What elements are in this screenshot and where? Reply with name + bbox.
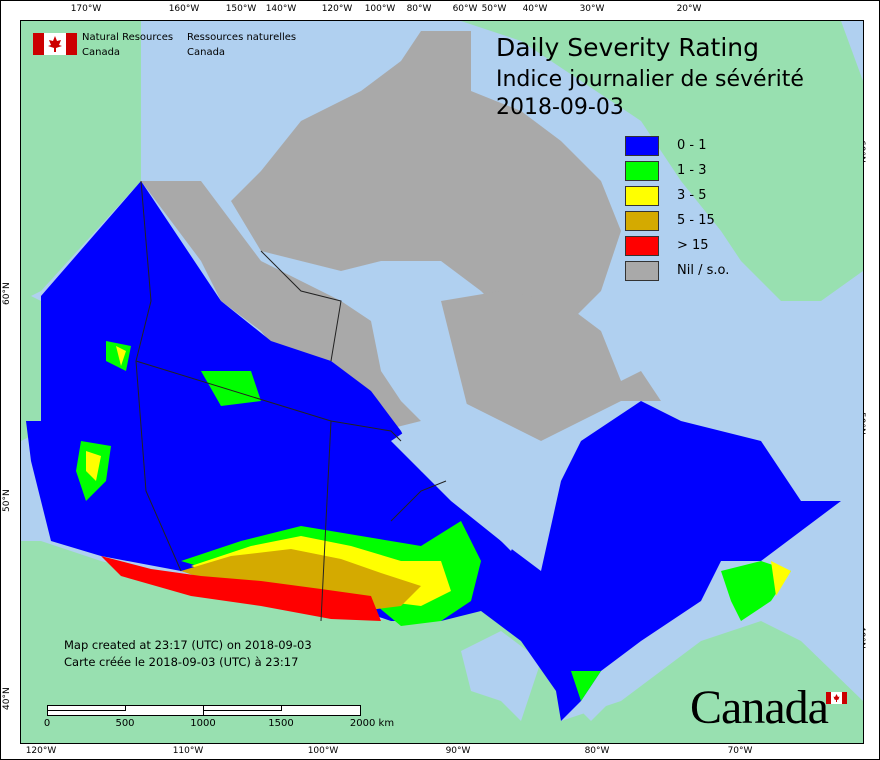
legend: 0 - 1 1 - 3 3 - 5 5 - 15 > 15 Nil / s.o. xyxy=(625,133,729,283)
agency-en-line2: Canada xyxy=(82,47,121,58)
left-tick-label: 50°N xyxy=(2,489,12,512)
legend-swatch xyxy=(625,135,659,156)
creation-note: Map created at 23:17 (UTC) on 2018-09-03… xyxy=(64,637,312,671)
top-tick-label: 50°W xyxy=(481,4,507,14)
bottom-tick-label: 100°W xyxy=(307,746,339,756)
top-tick-label: 170°W xyxy=(70,4,102,14)
legend-label: 1 - 3 xyxy=(677,163,707,178)
canada-wordmark: Canada xyxy=(690,681,829,734)
map-svg xyxy=(21,21,863,743)
agency-fr-line2: Canada xyxy=(187,47,226,58)
rating-0-1-region xyxy=(26,181,841,721)
legend-label: > 15 xyxy=(677,238,709,253)
rating-gt15-region xyxy=(101,556,381,621)
bottom-tick-label: 90°W xyxy=(445,746,471,756)
scale-segment xyxy=(204,706,282,711)
top-tick-label: 30°W xyxy=(579,4,605,14)
legend-item: 0 - 1 xyxy=(625,133,729,158)
bottom-tick-label: 110°W xyxy=(172,746,204,756)
agency-fr-line1: Ressources naturelles xyxy=(187,32,297,43)
top-tick-label: 160°W xyxy=(168,4,200,14)
left-tick-label: 40°N xyxy=(2,687,12,710)
agency-en-line1: Natural Resources xyxy=(82,32,174,43)
scale-segment xyxy=(48,706,126,711)
top-tick-label: 120°W xyxy=(321,4,353,14)
scale-segment xyxy=(126,706,204,715)
legend-swatch xyxy=(625,260,659,281)
scale-label: 0 xyxy=(43,718,51,729)
scale-label: 500 xyxy=(115,718,135,729)
legend-item: Nil / s.o. xyxy=(625,258,729,283)
top-tick-label: 140°W xyxy=(265,4,297,14)
bottom-tick-label: 70°W xyxy=(727,746,753,756)
legend-item: 3 - 5 xyxy=(625,183,729,208)
northern-mainland-nodata xyxy=(141,181,421,431)
legend-swatch xyxy=(625,185,659,206)
legend-label: 5 - 15 xyxy=(677,213,715,228)
legend-label: 3 - 5 xyxy=(677,188,707,203)
left-tick-label: 60°N xyxy=(2,282,12,305)
top-tick-label: 20°W xyxy=(676,4,702,14)
hudson-bay-water-2 xyxy=(391,411,541,551)
creation-note-fr: Carte créée le 2018-09-03 (UTC) à 23:17 xyxy=(64,655,299,669)
legend-swatch xyxy=(625,210,659,231)
scale-bar xyxy=(47,705,361,716)
top-tick-label: 60°W xyxy=(452,4,478,14)
map-date: 2018-09-03 xyxy=(496,95,624,120)
scale-label: 1500 xyxy=(268,718,294,729)
scale-label: 1000 xyxy=(190,718,216,729)
map-canvas[interactable] xyxy=(20,20,864,744)
top-tick-label: 80°W xyxy=(406,4,432,14)
legend-label: 0 - 1 xyxy=(677,138,707,153)
agency-name-en: Natural Resources Canada xyxy=(82,30,173,60)
top-tick-label: 40°W xyxy=(522,4,548,14)
bottom-tick-label: 120°W xyxy=(25,746,57,756)
arctic-archipelago-nodata xyxy=(231,31,621,331)
alaska-land xyxy=(21,21,141,301)
legend-item: 1 - 3 xyxy=(625,158,729,183)
bottom-tick-label: 80°W xyxy=(584,746,610,756)
legend-swatch xyxy=(625,160,659,181)
scale-label: 2000 km xyxy=(349,718,395,729)
top-tick-label: 100°W xyxy=(364,4,396,14)
canada-flag-logo xyxy=(33,33,77,55)
map-title-en: Daily Severity Rating xyxy=(496,33,760,62)
wordmark-flag-icon xyxy=(826,692,847,704)
usa-land xyxy=(21,541,863,743)
legend-item: 5 - 15 xyxy=(625,208,729,233)
creation-note-en: Map created at 23:17 (UTC) on 2018-09-03 xyxy=(64,638,312,652)
map-title-fr: Indice journalier de sévérité xyxy=(496,67,804,92)
alaska-lower-land xyxy=(21,291,41,441)
greenland-land xyxy=(461,21,863,301)
legend-swatch xyxy=(625,235,659,256)
agency-name-fr: Ressources naturelles Canada xyxy=(187,30,296,60)
legend-item: > 15 xyxy=(625,233,729,258)
legend-label: Nil / s.o. xyxy=(677,263,730,278)
provincial-boundaries xyxy=(135,180,447,622)
top-tick-label: 150°W xyxy=(225,4,257,14)
baffin-nodata xyxy=(441,291,661,441)
